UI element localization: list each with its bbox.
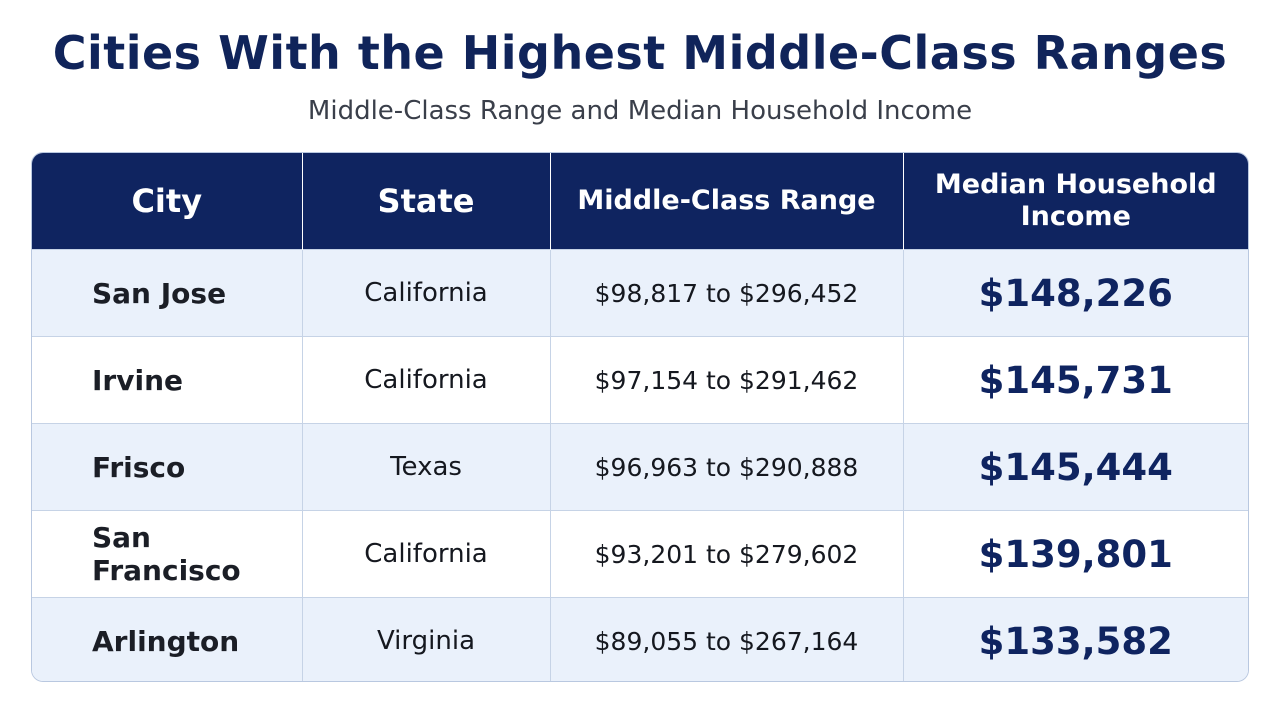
data-table: City State Middle-Class Range Median Hou… [32, 153, 1248, 681]
cell-city: Irvine [32, 336, 302, 424]
header-row: City State Middle-Class Range Median Hou… [32, 153, 1248, 250]
cell-middle-class-range: $96,963 to $290,888 [549, 423, 903, 511]
column-header-middle-class-range: Middle-Class Range [549, 153, 903, 250]
cell-city: San Francisco [32, 510, 302, 598]
cell-median-income: $145,444 [902, 423, 1248, 511]
cell-state: California [301, 249, 550, 337]
cell-city: Arlington [32, 597, 302, 681]
cell-state: California [301, 336, 550, 424]
table-row: San Jose California $98,817 to $296,452 … [32, 249, 1248, 337]
cell-median-income: $148,226 [902, 249, 1248, 337]
table-row: Irvine California $97,154 to $291,462 $1… [32, 336, 1248, 424]
table-row: San Francisco California $93,201 to $279… [32, 510, 1248, 598]
chart-subtitle: Middle-Class Range and Median Household … [307, 96, 973, 126]
cell-middle-class-range: $93,201 to $279,602 [549, 510, 903, 598]
table-header: City State Middle-Class Range Median Hou… [32, 153, 1248, 250]
cell-middle-class-range: $98,817 to $296,452 [549, 249, 903, 337]
cell-state: Texas [301, 423, 550, 511]
cell-median-income: $133,582 [902, 597, 1248, 681]
column-header-state: State [301, 153, 550, 250]
cell-state: Virginia [301, 597, 550, 681]
cell-middle-class-range: $97,154 to $291,462 [549, 336, 903, 424]
cell-median-income: $139,801 [902, 510, 1248, 598]
data-table-container: City State Middle-Class Range Median Hou… [31, 152, 1249, 682]
cell-middle-class-range: $89,055 to $267,164 [549, 597, 903, 681]
cell-median-income: $145,731 [902, 336, 1248, 424]
column-header-median-household-income: Median Household Income [902, 153, 1248, 250]
table-body: San Jose California $98,817 to $296,452 … [32, 249, 1248, 681]
cell-state: California [301, 510, 550, 598]
chart-title: Cities With the Highest Middle-Class Ran… [52, 26, 1228, 80]
table-row: Frisco Texas $96,963 to $290,888 $145,44… [32, 423, 1248, 511]
column-header-city: City [32, 153, 302, 250]
table-row: Arlington Virginia $89,055 to $267,164 $… [32, 597, 1248, 681]
cell-city: Frisco [32, 423, 302, 511]
cell-city: San Jose [32, 249, 302, 337]
